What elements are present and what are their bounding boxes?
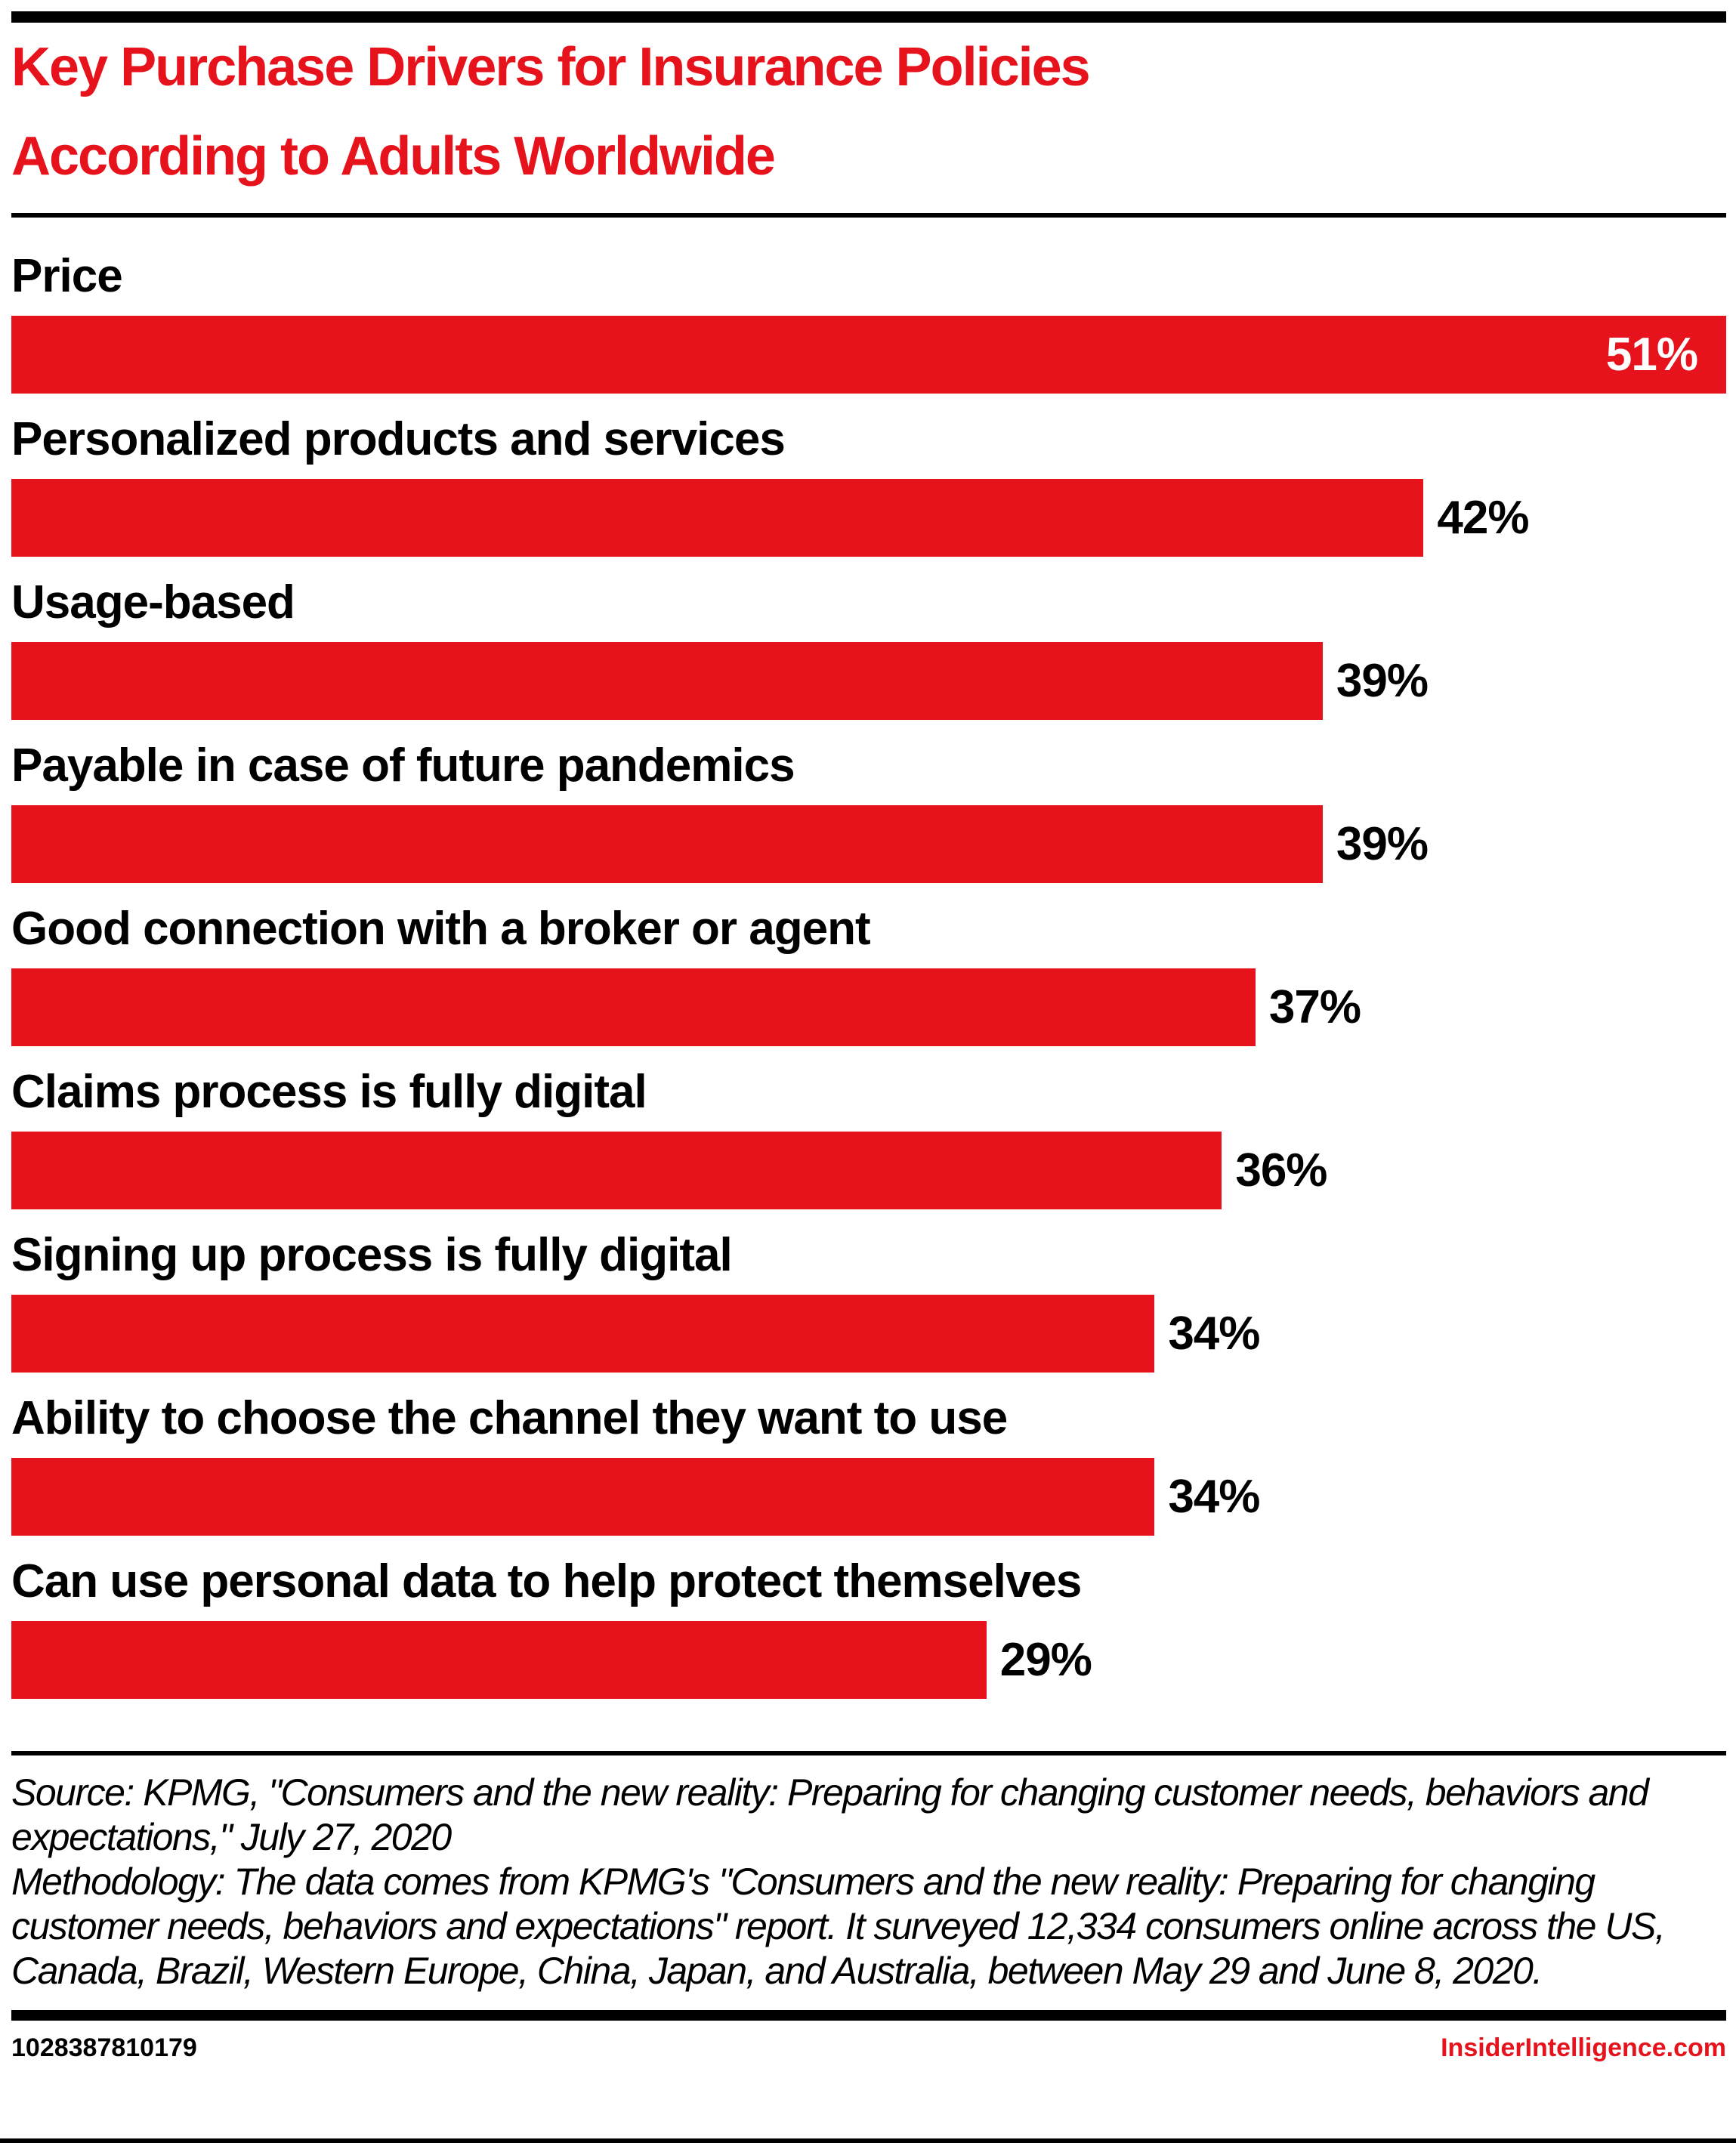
bar-value: 36% [1235,1144,1327,1197]
footer-rule-bar [11,2010,1726,2021]
top-rule-bar [11,11,1726,23]
bar-category-label: Signing up process is fully digital [11,1229,733,1281]
bar-group: Ability to choose the channel they want … [11,1391,1726,1536]
bar-row: 36% [11,1132,1726,1209]
bar-row: 39% [11,805,1726,883]
bar-value: 39% [1336,817,1429,870]
bar [11,1132,1222,1209]
chart-title: Key Purchase Drivers for Insurance Polic… [11,23,1726,201]
bar-category-label: Payable in case of future pandemics [11,740,795,792]
bar-value: 42% [1437,491,1529,544]
bar-group: Personalized products and services 42% [11,412,1726,557]
bar [11,1458,1155,1536]
bar-row: 37% [11,968,1726,1046]
bar-value: 51% [1605,328,1698,381]
bar-category-label: Claims process is fully digital [11,1066,647,1118]
bar: 51% [11,316,1726,394]
bar [11,805,1323,883]
bar-value: 39% [1336,654,1429,707]
bar-group: Payable in case of future pandemics 39% [11,739,1726,883]
chart-title-line-1: Key Purchase Drivers for Insurance Polic… [11,37,1091,97]
bar [11,1295,1155,1373]
source-block: Source: KPMG, "Consumers and the new rea… [11,1771,1726,1993]
bar-chart: Price 51% Personalized products and servic… [11,249,1726,1699]
bar-row: 29% [11,1621,1726,1699]
source-text: Source: KPMG, "Consumers and the new rea… [11,1771,1649,1858]
bar-value: 29% [999,1633,1092,1686]
footer: 1028387810179 InsiderIntelligence.com [11,2033,1726,2063]
bar-category-label: Price [11,250,123,302]
bar-row: 51% [11,316,1726,394]
bottom-edge-rule [0,2138,1736,2143]
bar-group: Can use personal data to help protect th… [11,1555,1726,1699]
chart-title-line-2: According to Adults Worldwide [11,126,776,187]
methodology-text: Methodology: The data comes from KPMG's … [11,1860,1666,1992]
bar-value: 37% [1268,980,1361,1033]
bar [11,479,1424,557]
chart-id: 1028387810179 [11,2033,197,2062]
bar [11,968,1256,1046]
bar-group: Usage-based 39% [11,576,1726,720]
bar-group: Signing up process is fully digital 34% [11,1228,1726,1373]
bar-group: Good connection with a broker or agent 37… [11,902,1726,1046]
bar [11,642,1323,720]
source-divider-rule [11,1751,1726,1755]
bar-row: 34% [11,1295,1726,1373]
bar-value: 34% [1168,1470,1260,1523]
insider-intelligence-link[interactable]: InsiderIntelligence.com [1441,2033,1726,2062]
bar-category-label: Personalized products and services [11,413,786,465]
bar-category-label: Ability to choose the channel they want … [11,1392,1008,1444]
bar [11,1621,987,1699]
page: Key Purchase Drivers for Insurance Polic… [0,11,1736,2063]
bar-row: 42% [11,479,1726,557]
title-divider-rule [11,213,1726,218]
bar-category-label: Usage-based [11,576,295,628]
bar-group: Price 51% [11,249,1726,394]
bar-value: 34% [1168,1307,1260,1360]
bar-group: Claims process is fully digital 36% [11,1065,1726,1209]
bar-category-label: Good connection with a broker or agent [11,903,871,955]
bar-row: 34% [11,1458,1726,1536]
bar-row: 39% [11,642,1726,720]
bar-category-label: Can use personal data to help protect th… [11,1555,1082,1607]
